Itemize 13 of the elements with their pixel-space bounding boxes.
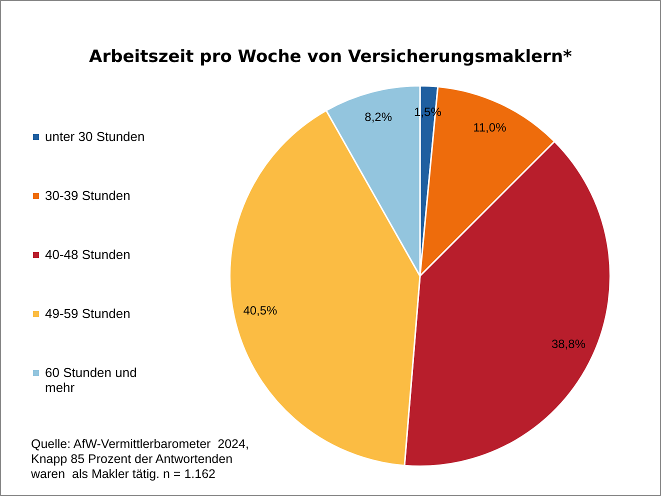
legend-label: 30-39 Stunden (45, 188, 130, 203)
legend-label: 49-59 Stunden (45, 306, 130, 321)
chart-title: Arbeitszeit pro Woche von Versicherungsmaklern* (88, 47, 573, 67)
text: waren als Makler tätig. n = 1.162 (31, 467, 216, 482)
legend-label: 40-48 Stunden (45, 247, 130, 262)
legend-label: unter 30 Stunden (45, 129, 145, 144)
data-label: 8,2% (364, 110, 392, 124)
data-label: 40,5% (243, 304, 278, 318)
source-note: Quelle: AfW-Vermittlerbarometer 2024, (31, 437, 249, 452)
data-label: 11,0% (473, 120, 507, 134)
text: Knapp 85 Prozent der Antwortenden (31, 452, 234, 467)
legend-label: 60 Stunden und mehr (45, 365, 138, 395)
data-label: 38,8% (551, 337, 586, 352)
